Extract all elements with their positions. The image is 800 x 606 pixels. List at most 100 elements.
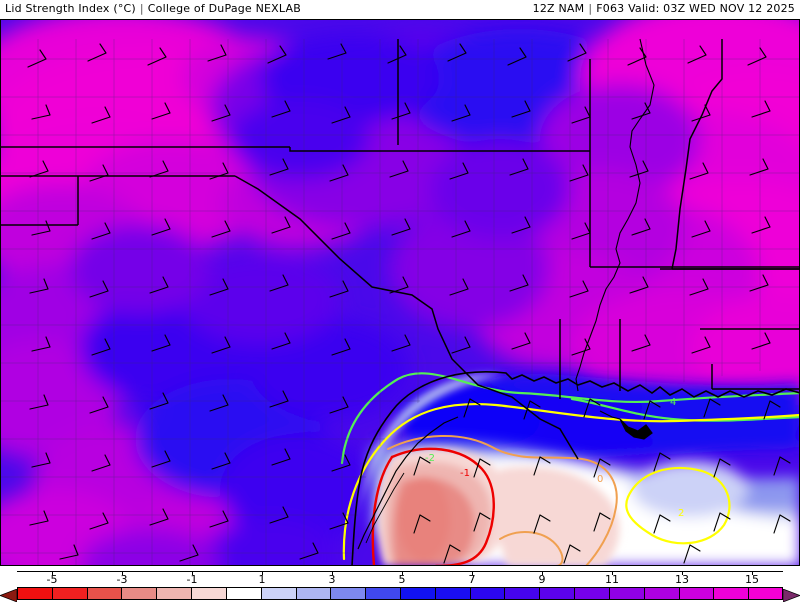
wind-barb [533, 456, 551, 476]
colorbar-swatch[interactable] [86, 587, 122, 600]
wind-barb [271, 216, 291, 234]
wind-barb [683, 544, 701, 564]
colorbar-swatch[interactable] [295, 587, 331, 600]
barrier-islands [365, 472, 405, 544]
wind-barb [391, 334, 411, 352]
wind-barb [511, 216, 531, 234]
wind-barb [691, 336, 711, 354]
contour-label-2: 2 [678, 508, 684, 519]
wind-barb [571, 106, 591, 124]
colorbar-over-arrow [782, 587, 800, 603]
contour-label-0: 0 [597, 474, 603, 485]
wind-barb [773, 514, 791, 534]
wind-barb [751, 216, 771, 234]
wind-barb [89, 164, 109, 182]
wind-barb [691, 220, 711, 238]
wind-barb [269, 158, 289, 176]
colorbar-swatch[interactable] [574, 587, 609, 600]
colorbar-tick-label: -5 [46, 573, 58, 586]
colorbar-swatch[interactable] [156, 587, 192, 600]
wind-barb [449, 162, 469, 180]
colorbar-swatch[interactable] [365, 587, 400, 600]
colorbar-swatch[interactable] [678, 587, 714, 600]
colorbar-swatch[interactable] [121, 587, 157, 600]
colorbar[interactable]: -5 -3 -1 1 3 5 7 9 11 13 15 [0, 566, 800, 603]
colorbar-swatch[interactable] [643, 587, 679, 600]
colorbar-tick-label: 13 [675, 573, 689, 586]
colorbar-swatch[interactable] [225, 587, 261, 600]
wind-barb [629, 276, 649, 294]
colorbar-tick [192, 571, 193, 575]
header-right-separator: | [588, 2, 593, 15]
wind-barb [567, 43, 587, 62]
wind-barb [751, 332, 771, 350]
wind-barb [511, 332, 531, 350]
wind-barb [593, 458, 611, 478]
contour-4 [340, 372, 800, 465]
colorbar-swatch-strip[interactable] [17, 587, 783, 600]
wind-barb [29, 510, 49, 526]
wind-barb [269, 390, 289, 408]
colorbar-tick-label: 9 [538, 573, 546, 586]
contour-label-neg1: -1 [460, 468, 470, 479]
colorbar-axis-line [17, 571, 783, 572]
wind-barb [209, 278, 229, 296]
wind-barb [447, 43, 467, 62]
wind-barb [89, 396, 109, 414]
colorbar-tick [752, 571, 753, 575]
wind-barb [147, 47, 167, 66]
wind-barb [331, 338, 351, 356]
wind-barb [747, 47, 767, 66]
wind-barb [29, 278, 49, 294]
wind-barb [151, 450, 171, 468]
contour-2-closed [625, 467, 731, 545]
wind-barb [29, 394, 49, 410]
contour-label-4: 4 [670, 397, 676, 408]
wind-barb [653, 452, 671, 472]
wind-barb [593, 512, 611, 532]
wind-barb [149, 160, 169, 178]
contour-label-neg2: -2 [425, 453, 435, 464]
contour-2 [342, 402, 800, 561]
colorbar-swatch[interactable] [504, 587, 540, 600]
colorbar-swatch[interactable] [260, 587, 296, 600]
colorbar-swatch[interactable] [713, 587, 749, 600]
colorbar-swatch[interactable] [748, 587, 783, 600]
map-canvas: -2 -1 0 2 4 [0, 19, 800, 566]
wind-barb [151, 218, 171, 236]
wind-barb [331, 106, 351, 124]
colorbar-swatch[interactable] [539, 587, 575, 600]
weather-map[interactable]: -2 -1 0 2 4 [0, 19, 800, 566]
wind-barb [149, 508, 169, 526]
colorbar-tick [52, 571, 53, 575]
colorbar-swatch[interactable] [469, 587, 505, 600]
colorbar-swatch[interactable] [51, 587, 87, 600]
colorbar-swatch[interactable] [434, 587, 470, 600]
contour-0b [499, 531, 564, 566]
contour-neg1b [371, 455, 394, 566]
colorbar-swatch[interactable] [400, 587, 435, 600]
wind-barb [523, 400, 541, 420]
page-title: Lid Strength Index (°C) [5, 2, 136, 15]
wind-barb [629, 160, 649, 178]
colorbar-tick-label: 1 [258, 573, 266, 586]
wind-barb [473, 458, 491, 478]
colorbar-tick [612, 571, 613, 575]
wind-barb [389, 160, 409, 178]
colorbar-swatch[interactable] [608, 587, 644, 600]
louisiana-coast [599, 410, 621, 420]
wind-barb [507, 47, 527, 66]
header-separator: | [139, 2, 144, 15]
wind-barb [327, 43, 347, 60]
wind-barb [563, 544, 581, 564]
colorbar-swatch[interactable] [17, 587, 52, 600]
colorbar-tick [332, 571, 333, 575]
mississippi-delta [619, 418, 653, 440]
wind-barb [533, 514, 551, 534]
wind-barb [91, 106, 111, 124]
colorbar-tick [262, 571, 263, 575]
colorbar-swatch[interactable] [191, 587, 226, 600]
colorbar-swatch[interactable] [330, 587, 366, 600]
wind-barb [689, 162, 709, 180]
